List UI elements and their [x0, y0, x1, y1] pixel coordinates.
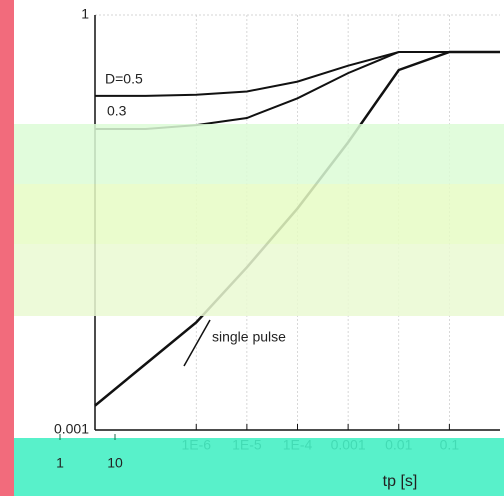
- x-axis-label: tp [s]: [383, 473, 418, 490]
- series-label: D=0.5: [105, 71, 143, 87]
- y-tick-label: 0.001: [54, 421, 89, 437]
- glitch-band: [14, 184, 504, 244]
- glitch-band: [14, 124, 504, 184]
- secondary-x-tick-label: 10: [107, 455, 123, 471]
- label-pointer: [183, 319, 211, 367]
- series-label: single pulse: [212, 329, 286, 345]
- secondary-x-tick-label: 1: [56, 455, 64, 471]
- glitch-band: [14, 244, 504, 316]
- series-label: 0.3: [107, 103, 127, 119]
- glitch-band: [14, 438, 504, 496]
- y-tick-label: 1: [81, 6, 89, 22]
- left-border: [0, 0, 14, 496]
